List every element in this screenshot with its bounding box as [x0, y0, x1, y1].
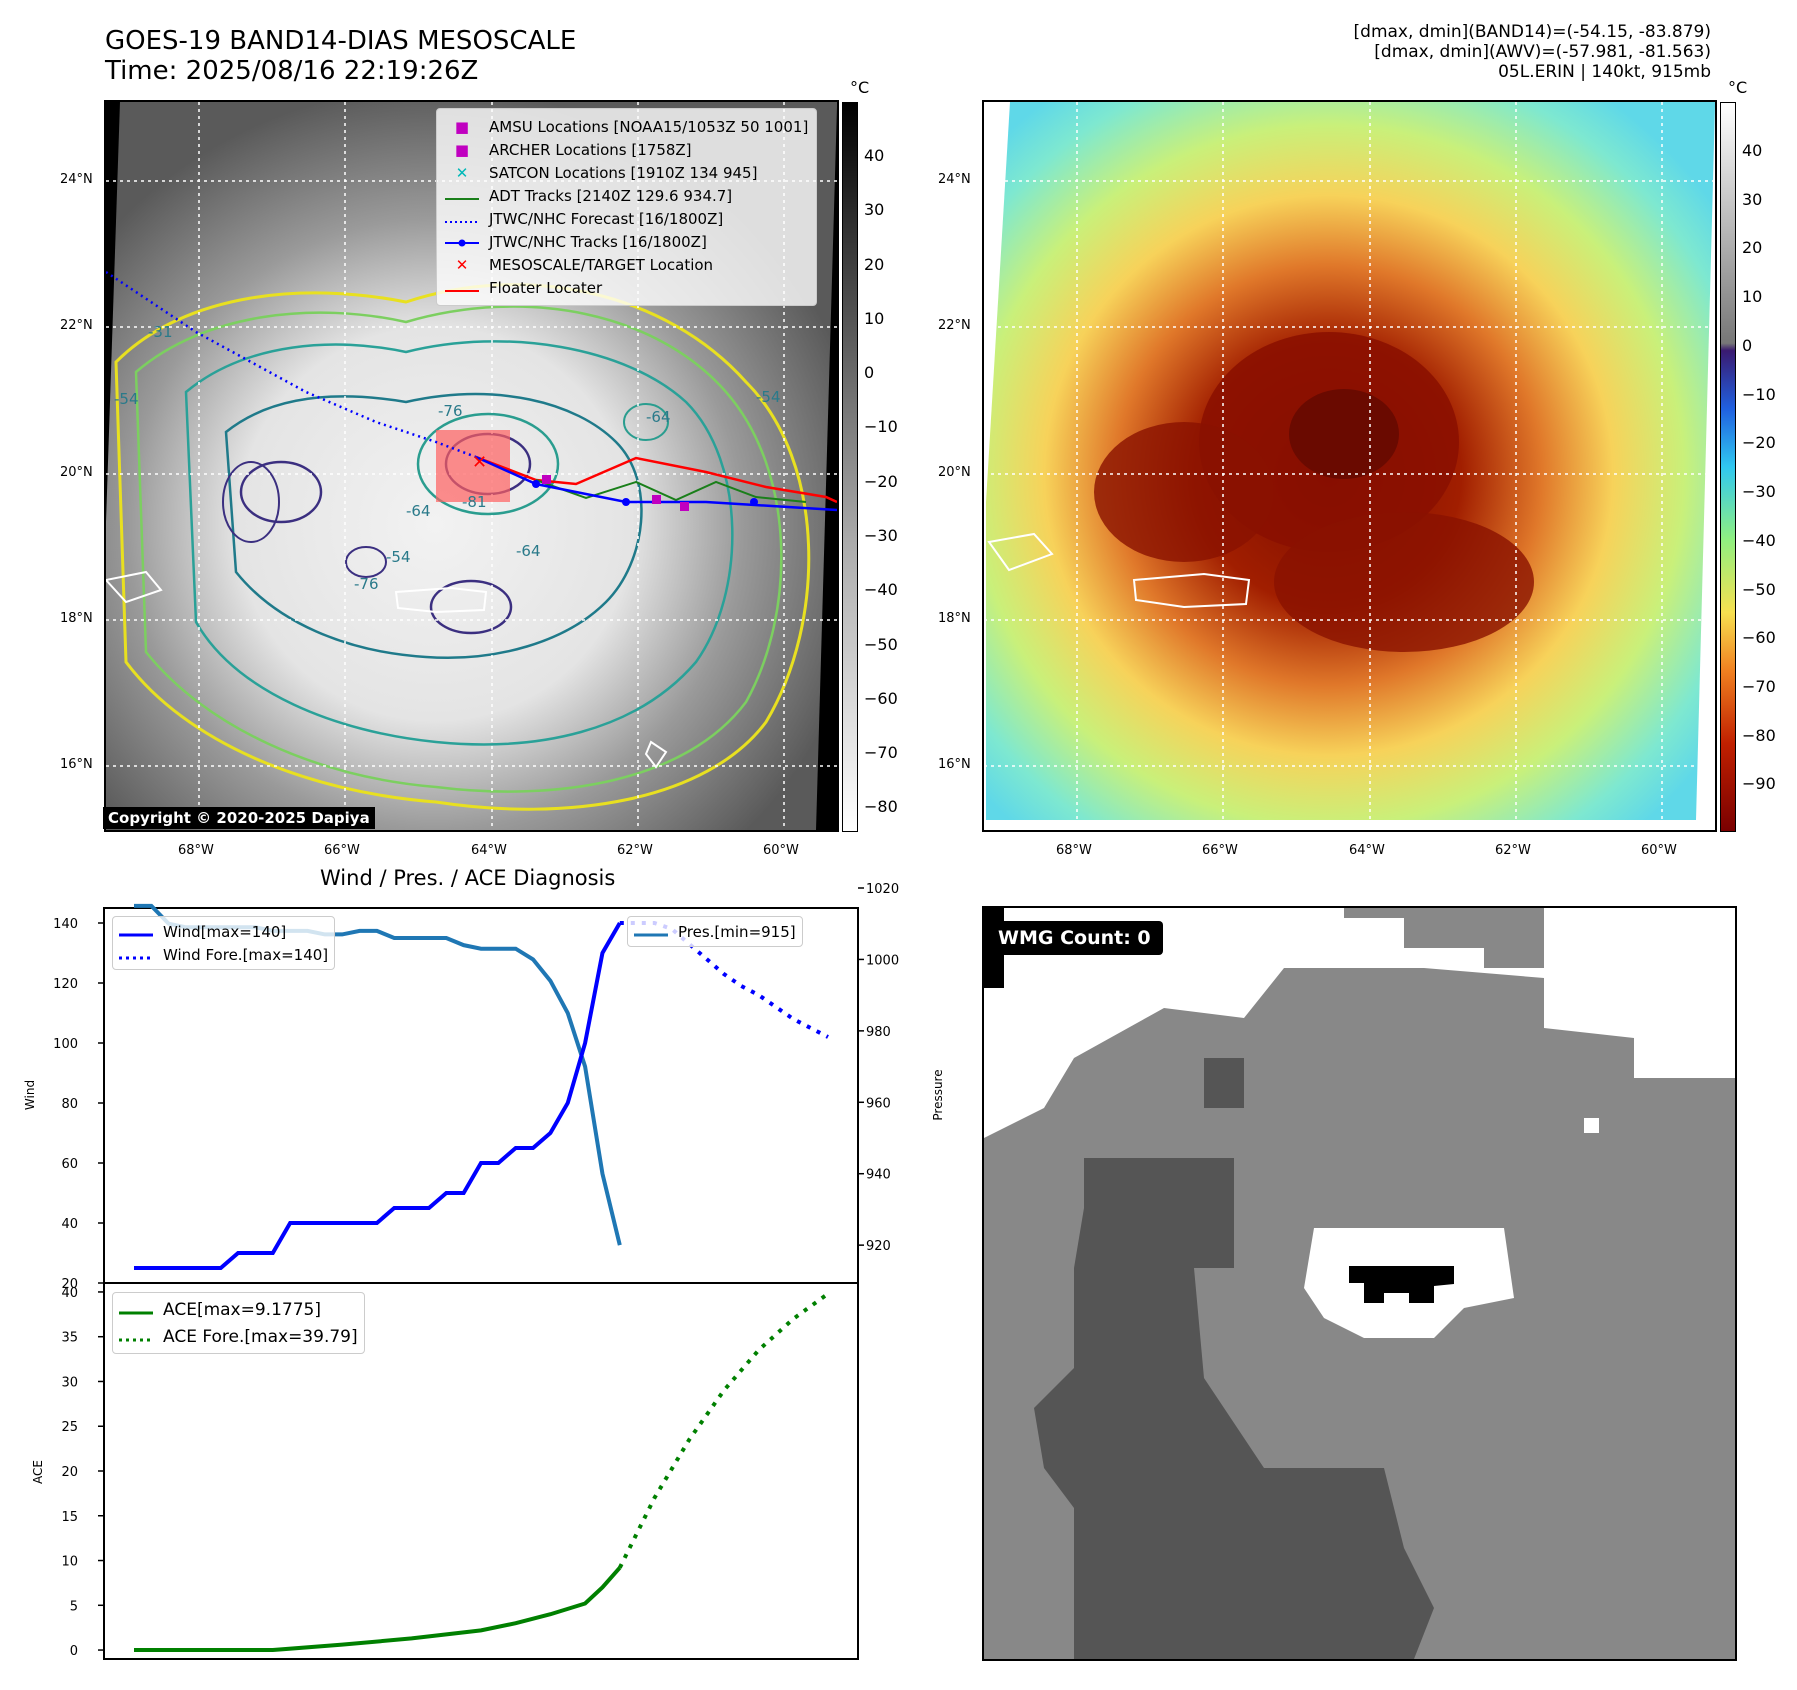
svg-text:-54: -54	[756, 388, 781, 406]
wind-tick-label: 80	[61, 1097, 78, 1112]
ace-tick-label: 15	[61, 1510, 78, 1525]
amsu-marker	[652, 495, 661, 504]
ace-tick-label: 5	[70, 1599, 78, 1614]
svg-text:-31: -31	[148, 323, 173, 341]
colorbar-unit-right: °C	[1728, 78, 1748, 97]
svg-text:-54: -54	[386, 548, 411, 566]
svg-text:-64: -64	[516, 542, 541, 560]
wind-tick-label: 100	[53, 1037, 78, 1052]
wind-tick-label: 20	[61, 1277, 78, 1292]
ace-yticks: 40 35 30 25 20 15 10 5 0	[61, 1286, 104, 1659]
info-line-3: 05L.ERIN | 140kt, 915mb	[1498, 62, 1711, 82]
title-line-2: Time: 2025/08/16 22:19:26Z	[105, 56, 479, 86]
wind-tick-label: 120	[53, 977, 78, 992]
title-line-1: GOES-19 BAND14-DIAS MESOSCALE	[105, 26, 577, 56]
wind-tick-label: 40	[61, 1217, 78, 1232]
info-line-1: [dmax, dmin](BAND14)=(-54.15, -83.879)	[1353, 22, 1711, 42]
svg-text:-76: -76	[354, 575, 379, 593]
pressure-ylabel: Pressure	[931, 1069, 945, 1120]
pressure-yticks: 1020 1000 980 960 940 920	[858, 882, 899, 1254]
ace-tick-label: 35	[61, 1331, 78, 1346]
wind-ylabel: Wind	[23, 1080, 37, 1110]
band14-map-panel: ✕ -31 -54 -64 -76 -81 -54 -64 -76 -64 -5…	[104, 100, 839, 832]
legend-ace: ACE[max=9.1775]	[119, 1299, 321, 1320]
legend-wind-forecast: Wind Fore.[max=140]	[119, 945, 329, 964]
wmg-panel	[982, 906, 1737, 1661]
contour-labels: -31 -54 -64 -76 -81 -54 -64 -76 -64 -54	[114, 323, 781, 593]
ace-tick-label: 40	[61, 1286, 78, 1301]
wind-yticks: 140 120 100 80 60 40 20	[53, 917, 104, 1292]
wind-tick-label: 140	[53, 917, 78, 932]
copyright-label: Copyright © 2020-2025 Dapiya	[103, 807, 375, 829]
wind-tick-label: 60	[61, 1157, 78, 1172]
info-line-2: [dmax, dmin](AWV)=(-57.981, -81.563)	[1374, 42, 1711, 62]
svg-text:-64: -64	[646, 408, 671, 426]
diagnosis-title: Wind / Pres. / ACE Diagnosis	[320, 866, 616, 890]
figure-title: GOES-19 BAND14-DIAS MESOSCALE Time: 2025…	[105, 26, 576, 86]
wind-legend: Wind[max=140] Wind Fore.[max=140]	[112, 916, 336, 970]
legend-wind: Wind[max=140]	[119, 922, 287, 941]
pressure-tick-label: 1000	[866, 953, 899, 968]
ace-tick-label: 20	[61, 1465, 78, 1480]
awv-map-panel	[982, 100, 1717, 832]
svg-text:-54: -54	[114, 390, 139, 408]
legend-target: ✕ MESOSCALE/TARGET Location	[455, 255, 714, 274]
legend-forecast: JTWC/NHC Forecast [16/1800Z]	[445, 209, 724, 228]
series-layer	[134, 903, 830, 1653]
legend-floater: Floater Locater	[445, 278, 603, 297]
svg-text:-76: -76	[438, 402, 463, 420]
map-legend: ■ AMSU Locations [NOAA15/1053Z 50 1001] ■…	[436, 108, 818, 306]
ace-tick-label: 0	[70, 1644, 78, 1659]
legend-adt: ADT Tracks [2140Z 129.6 934.7]	[445, 186, 733, 205]
legend-archer: ■ ARCHER Locations [1758Z]	[454, 140, 692, 159]
pressure-tick-label: 940	[866, 1168, 891, 1183]
legend-amsu: ■ AMSU Locations [NOAA15/1053Z 50 1001]	[454, 117, 809, 136]
legend-satcon: ✕ SATCON Locations [1910Z 134 945]	[455, 163, 758, 182]
wmg-count-label: WMG Count: 0	[986, 921, 1163, 955]
pressure-tick-label: 960	[866, 1096, 891, 1111]
pressure-legend: Pres.[min=915]	[627, 916, 803, 947]
colorbar-unit-left: °C	[850, 78, 870, 97]
pressure-tick-label: 1020	[866, 882, 899, 897]
svg-text:-81: -81	[462, 493, 487, 511]
awv-map-image	[984, 102, 1715, 830]
awv-gridlines	[984, 102, 1715, 830]
wind-line	[134, 921, 622, 1270]
wmg-image	[984, 908, 1735, 1659]
ace-tick-label: 10	[61, 1555, 78, 1570]
ace-line	[134, 1566, 622, 1653]
figure-info: [dmax, dmin](BAND14)=(-54.15, -83.879) […	[1354, 22, 1711, 82]
legend-tracks: JTWC/NHC Tracks [16/1800Z]	[445, 230, 808, 253]
forecast-track	[106, 270, 477, 459]
legend-pressure: Pres.[min=915]	[634, 922, 796, 941]
ace-ylabel: ACE	[31, 1460, 45, 1484]
svg-text:-64: -64	[406, 502, 431, 520]
legend-ace-forecast: ACE Fore.[max=39.79]	[119, 1326, 358, 1347]
ace-forecast-line	[618, 1292, 830, 1569]
pressure-tick-label: 980	[866, 1025, 891, 1040]
target-marker: ✕	[472, 452, 487, 473]
ace-tick-label: 30	[61, 1375, 78, 1390]
band14-colorbar	[842, 102, 858, 832]
awv-colorbar	[1720, 102, 1736, 832]
pressure-tick-label: 920	[866, 1239, 891, 1254]
ace-legend: ACE[max=9.1775] ACE Fore.[max=39.79]	[112, 1292, 365, 1354]
archer-marker	[542, 475, 551, 484]
ace-tick-label: 25	[61, 1420, 78, 1435]
adt-track	[535, 479, 807, 503]
